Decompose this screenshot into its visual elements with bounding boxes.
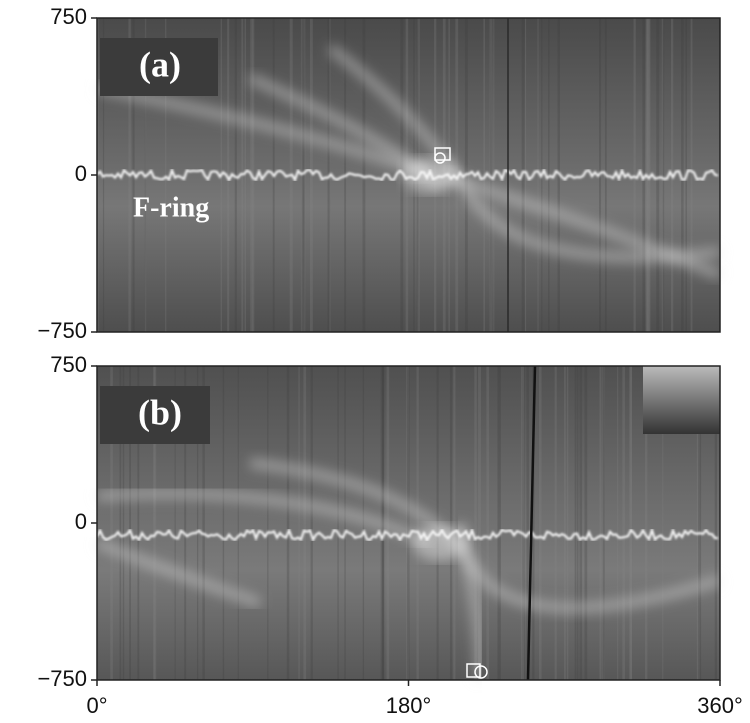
streamer [95,538,262,608]
streamer [96,83,432,180]
label-box [100,38,218,96]
y-tick-label: 750 [50,352,87,377]
label-box [100,386,210,444]
marker-square [434,147,451,161]
dark-streak [526,365,537,681]
marker-circle [474,665,488,679]
streamer [438,170,722,280]
inset [643,366,720,434]
ring-annotation: F-ring [133,192,209,223]
panel-label: (a) [139,44,181,84]
streamer [327,43,721,263]
ring-core [96,526,719,543]
y-tick-label: 750 [50,4,87,29]
marker-square [466,663,481,678]
panel: (b) 750 0 −750 [37,352,722,691]
x-tick-label: 0° [86,693,107,718]
clump [412,525,468,561]
y-tick-label: 0 [75,161,87,186]
panel-label: (b) [138,392,182,432]
x-tick-label: 180° [386,693,432,718]
y-tick-label: 0 [75,509,87,534]
streamer [96,488,433,548]
y-tick-label: −750 [37,318,87,343]
x-tick-label: 360° [697,693,743,718]
y-tick-label: −750 [37,666,87,691]
marker-circle [434,152,446,164]
clump [402,157,458,193]
panel: (a) F-ring 750 0 −750 [37,4,722,343]
